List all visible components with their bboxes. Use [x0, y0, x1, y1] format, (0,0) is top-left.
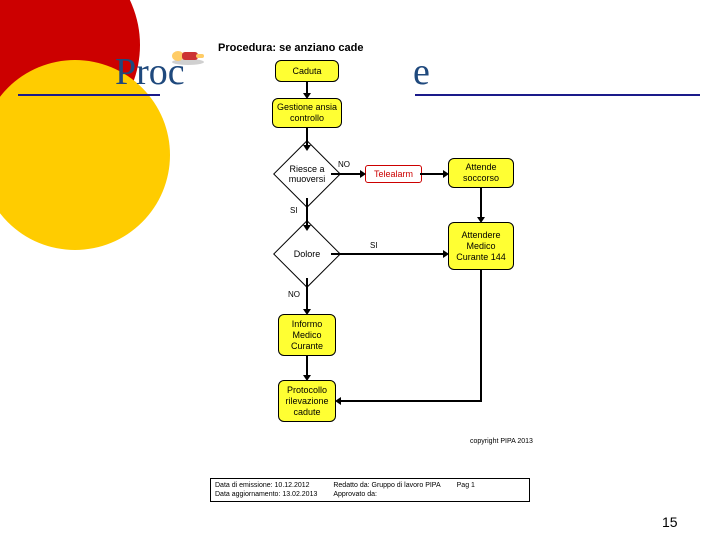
node-telealarm-label: Telealarm: [374, 169, 413, 179]
copyright-text: copyright PIPA 2013: [470, 438, 533, 445]
footer-col2: Redatto da: Gruppo di lavoro PIPA Approv…: [333, 481, 440, 499]
footer-update-date: Data aggiornamento: 13.02.2013: [215, 490, 317, 499]
node-attende-label: Attende soccorso: [451, 162, 511, 184]
arrowhead-right-icon: [443, 250, 449, 258]
edge: [420, 173, 444, 175]
footer-box: Data di emissione: 10.12.2012 Data aggio…: [210, 478, 530, 502]
footer-col3: Pag 1: [457, 481, 475, 499]
node-telealarm: Telealarm: [365, 165, 422, 183]
arrowhead-down-icon: [303, 145, 311, 151]
node-caduta-label: Caduta: [292, 66, 321, 77]
node-riesce: Riesce a muoversi: [283, 150, 331, 198]
node-attmedico: Attendere Medico Curante 144: [448, 222, 514, 270]
arrowhead-down-icon: [477, 217, 485, 223]
edge: [306, 356, 308, 376]
node-dolore: Dolore: [283, 230, 331, 278]
node-gestione: Gestione ansia controllo: [272, 98, 342, 128]
node-gestione-label: Gestione ansia controllo: [275, 102, 339, 124]
node-dolore-label: Dolore: [283, 230, 331, 278]
arrowhead-down-icon: [303, 225, 311, 231]
arrowhead-down-icon: [303, 309, 311, 315]
edge: [480, 188, 482, 218]
node-attmedico-label: Attendere Medico Curante 144: [451, 230, 511, 263]
node-protocollo: Protocollo rilevazione cadute: [278, 380, 336, 422]
edge-label-no: NO: [338, 160, 350, 169]
node-informo-label: Informo Medico Curante: [281, 319, 333, 352]
arrowhead-down-icon: [303, 93, 311, 99]
flowchart: Procedura: se anziano cade Caduta Gestio…: [0, 0, 720, 480]
node-caduta: Caduta: [275, 60, 339, 82]
edge: [306, 198, 308, 226]
footer-author: Redatto da: Gruppo di lavoro PIPA: [333, 481, 440, 490]
arrowhead-left-icon: [335, 397, 341, 405]
footer-emission-date: Data di emissione: 10.12.2012: [215, 481, 317, 490]
node-riesce-label: Riesce a muoversi: [283, 150, 331, 198]
edge: [331, 253, 444, 255]
node-attende: Attende soccorso: [448, 158, 514, 188]
flowchart-heading: Procedura: se anziano cade: [218, 42, 364, 54]
edge: [331, 173, 361, 175]
edge-label-si: SI: [290, 206, 298, 215]
node-informo: Informo Medico Curante: [278, 314, 336, 356]
slide-page-number: 15: [662, 514, 678, 530]
edge: [480, 270, 482, 400]
edge: [340, 400, 482, 402]
slide-root: Proc e Procedura: se anziano cade Caduta…: [0, 0, 720, 540]
node-protocollo-label: Protocollo rilevazione cadute: [281, 385, 333, 418]
edge: [306, 128, 308, 146]
edge: [306, 278, 308, 310]
edge-label-no2: NO: [288, 290, 300, 299]
footer-approval: Approvato da:: [333, 490, 440, 499]
arrowhead-right-icon: [443, 170, 449, 178]
arrowhead-right-icon: [360, 170, 366, 178]
arrowhead-down-icon: [303, 375, 311, 381]
footer-page: Pag 1: [457, 481, 475, 490]
edge-label-si2: SI: [370, 241, 378, 250]
footer-col1: Data di emissione: 10.12.2012 Data aggio…: [215, 481, 317, 499]
